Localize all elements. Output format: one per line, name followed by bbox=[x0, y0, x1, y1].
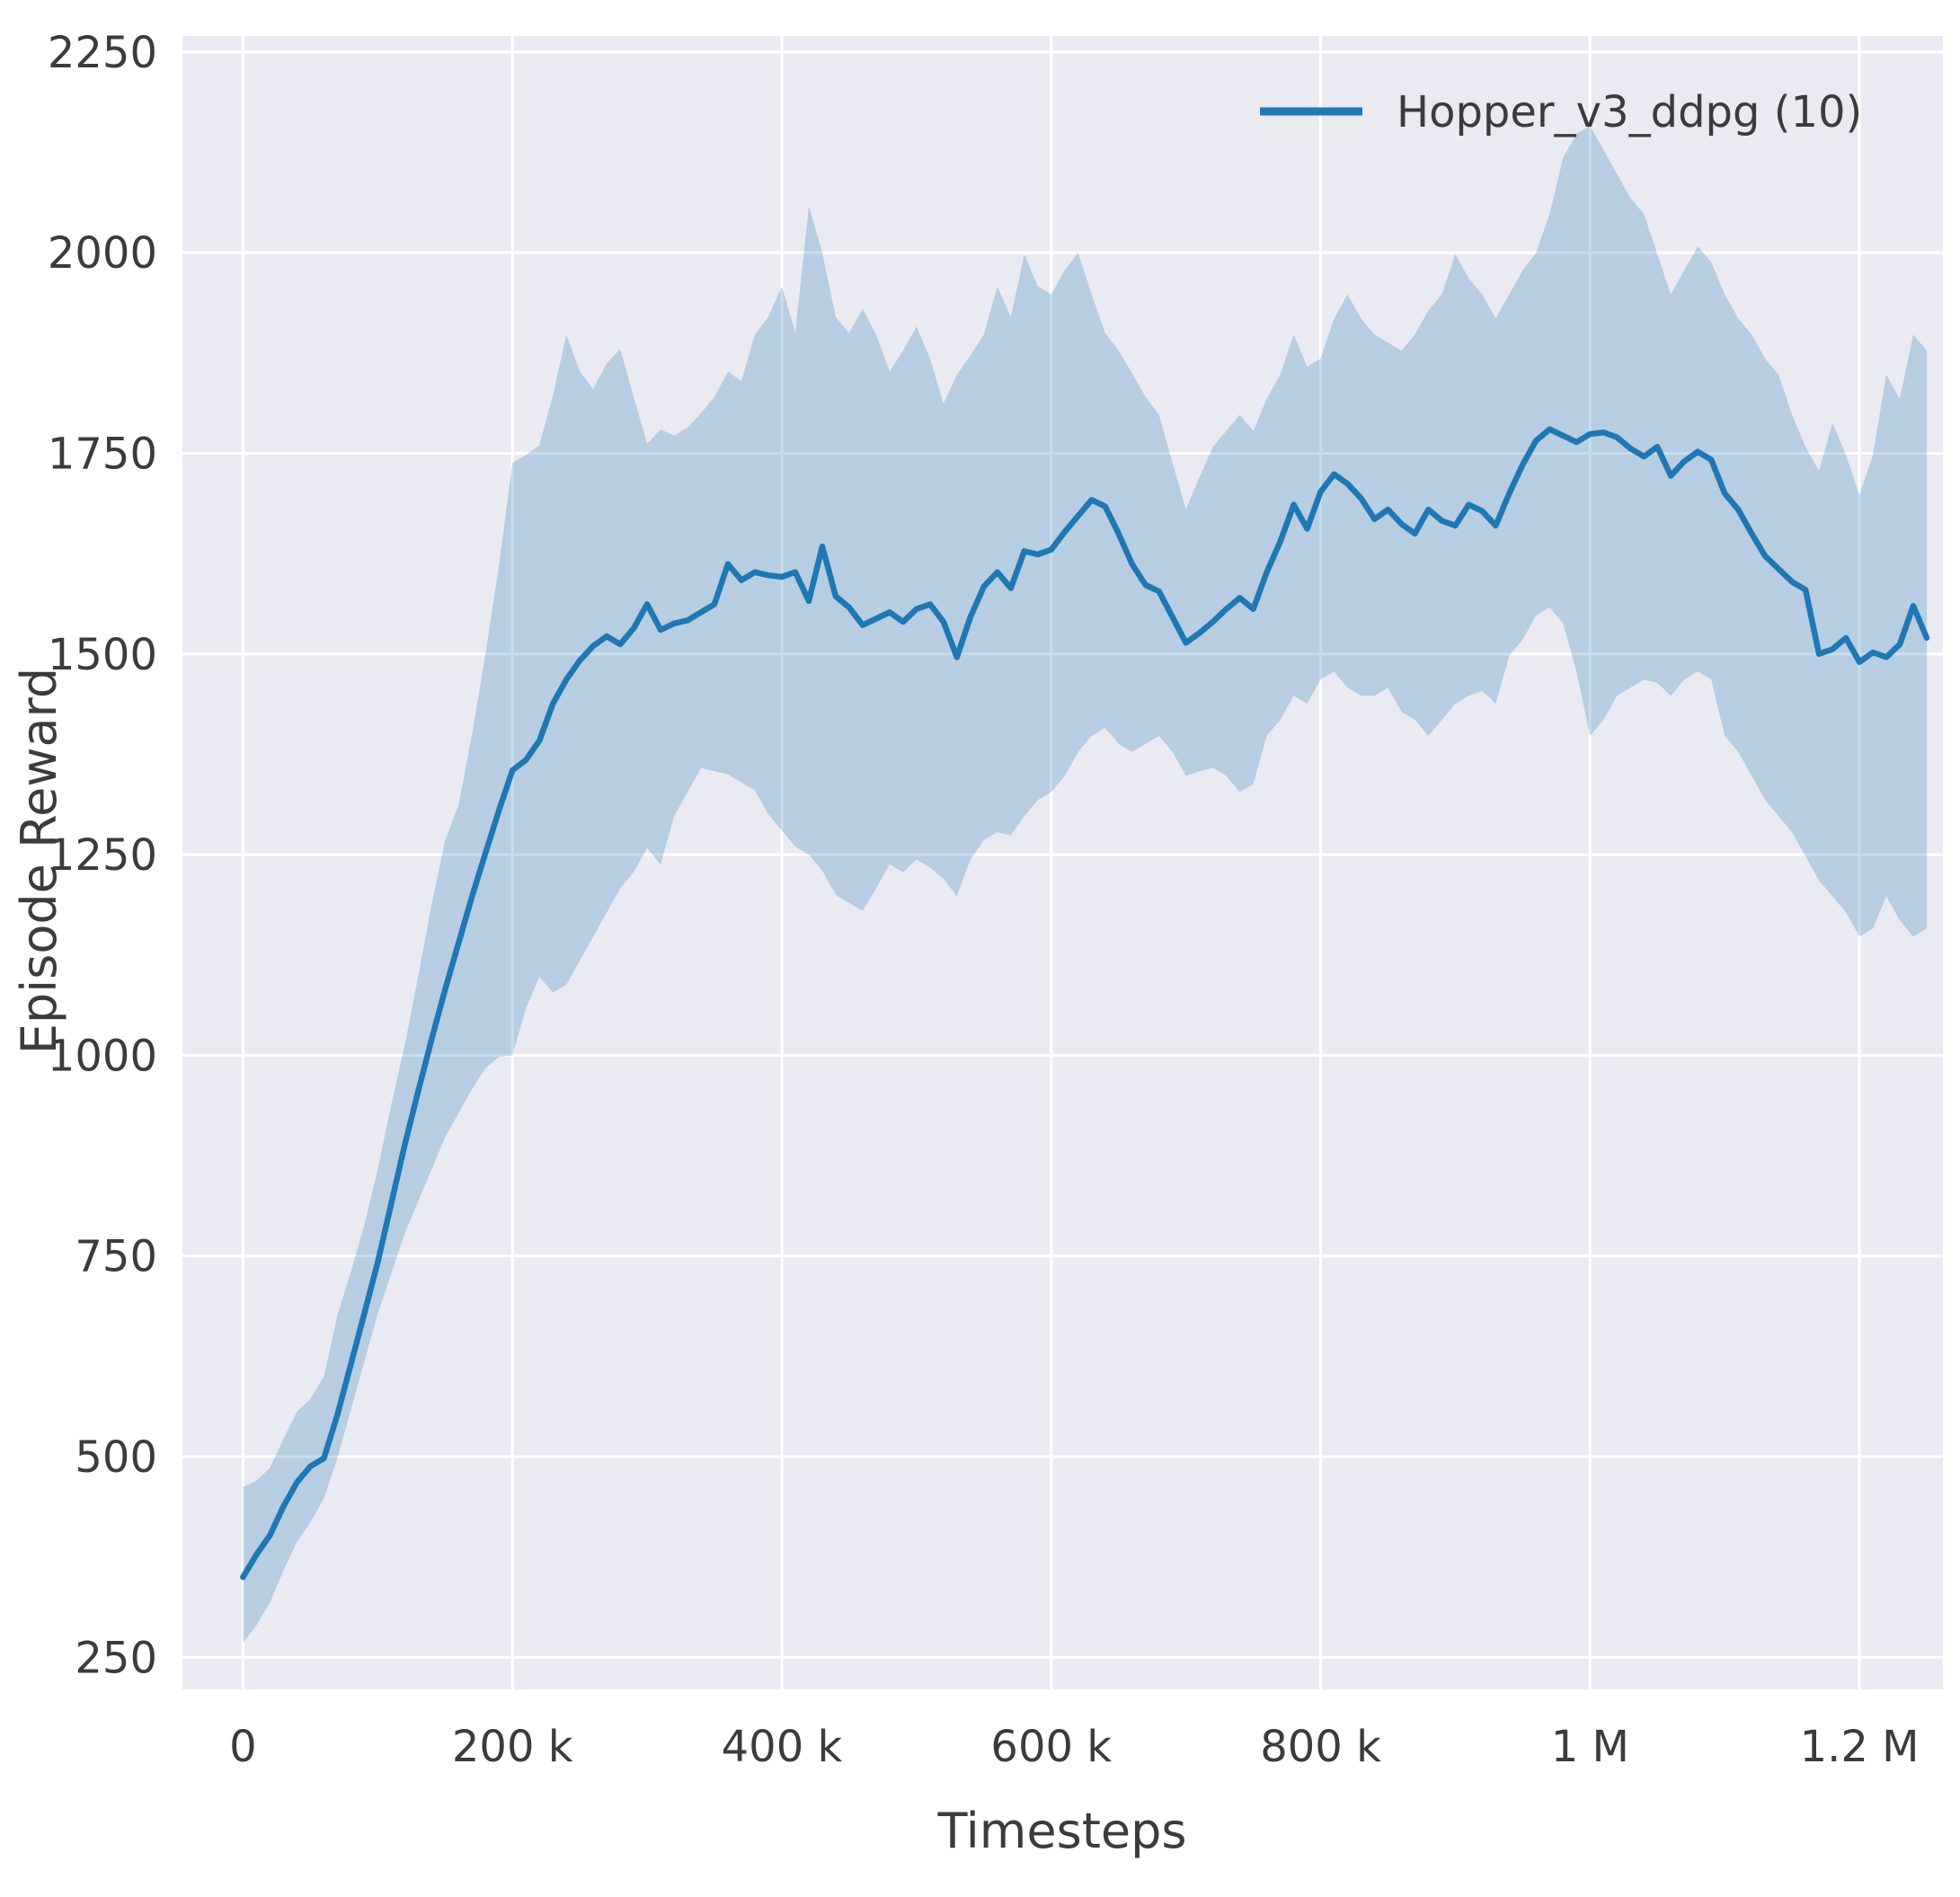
y-tick-label: 1250 bbox=[48, 830, 157, 881]
y-tick-label: 2000 bbox=[48, 228, 157, 279]
x-axis-label: Timesteps bbox=[936, 1803, 1186, 1859]
y-tick-label: 1000 bbox=[48, 1031, 157, 1081]
x-tick-label: 1 M bbox=[1551, 1722, 1629, 1772]
x-tick-label: 600 k bbox=[990, 1722, 1112, 1772]
y-tick-label: 500 bbox=[75, 1432, 157, 1483]
x-tick-label: 1.2 M bbox=[1800, 1722, 1920, 1772]
x-tick-label: 400 k bbox=[722, 1722, 843, 1772]
y-tick-label: 1750 bbox=[48, 429, 157, 479]
y-tick-label: 2250 bbox=[48, 28, 157, 78]
plot-area: 250 500 750 1000 1250 1500 1750 2000 2250 0 200 k 4… bbox=[48, 28, 1943, 1772]
plot-background bbox=[182, 36, 1943, 1689]
legend-label: Hopper_v3_ddpg (10) bbox=[1397, 87, 1862, 137]
mean-line bbox=[240, 426, 1930, 1581]
y-tick-label: 1500 bbox=[48, 630, 157, 680]
x-tick-label: 0 bbox=[229, 1722, 257, 1772]
y-tick-label: 250 bbox=[75, 1633, 157, 1683]
legend: Hopper_v3_ddpg (10) bbox=[1260, 87, 1862, 137]
x-tick-label: 800 k bbox=[1260, 1722, 1381, 1772]
y-axis-label: Episode Reward bbox=[11, 668, 67, 1054]
y-tick-label: 750 bbox=[75, 1232, 157, 1282]
x-tick-label: 200 k bbox=[452, 1722, 573, 1772]
